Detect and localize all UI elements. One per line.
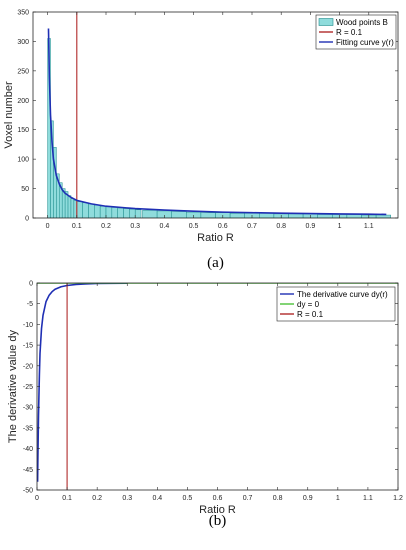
histogram-bar	[375, 214, 391, 218]
panel-a: 0 0.1 0.2 0.3 0.4 0.5 0.6 0.7 0.8 0.9 1 1.1 0 50 100 15…	[3, 10, 399, 271]
legend-box	[276, 286, 396, 322]
x-tick-label: 0.1	[62, 495, 72, 502]
x-axis-label-b: Ratio R	[199, 504, 236, 516]
histogram-bar	[229, 213, 245, 218]
histogram-bar	[171, 211, 187, 218]
legend-entry-label: R = 0.1	[297, 310, 324, 319]
x-tick-label: 0.8	[273, 495, 283, 502]
x-tick-label: 0.4	[152, 495, 162, 502]
x-tick-label: 0.4	[160, 223, 170, 230]
histogram-bar	[94, 204, 101, 218]
legend-b: The derivative curve dy(r)dy = 0R = 0.1	[276, 286, 396, 322]
y-tick-label: -45	[23, 467, 33, 474]
y-tick-label: 200	[17, 98, 29, 105]
histogram-bar	[82, 202, 89, 218]
legend-swatch-histogram	[318, 18, 334, 26]
legend-entry-label: dy = 0	[297, 300, 320, 309]
legend-entry-label: R = 0.1	[336, 28, 363, 37]
y-tick-label: 150	[17, 127, 29, 134]
histogram-bar	[129, 208, 136, 218]
y-tick-label: -20	[23, 363, 33, 370]
x-tick-label: 0.9	[306, 223, 316, 230]
x-tick-label: 1.1	[363, 495, 373, 502]
histogram-bar	[346, 214, 362, 218]
x-tick-label: 1	[336, 495, 340, 502]
x-tick-label: 0.7	[243, 495, 253, 502]
histogram-bar	[70, 198, 75, 218]
legend-entry-label: The derivative curve dy(r)	[297, 290, 388, 299]
histogram-bar	[67, 195, 72, 218]
x-tick-label: 0.7	[247, 223, 257, 230]
histogram-bar	[99, 205, 107, 218]
x-tick-label: 1.2	[393, 495, 403, 502]
panel-caption-a: (a)	[207, 255, 224, 271]
histogram-bar	[111, 207, 118, 218]
legend-entry-label: Fitting curve y(r)	[336, 38, 394, 47]
x-tick-label: 0.5	[183, 495, 193, 502]
panel-b: 0 0.1 0.2 0.3 0.4 0.5 0.6 0.7 0.8 0.9 1 1.1 1.2-50-4…	[7, 281, 403, 530]
x-tick-label: 0.9	[303, 495, 313, 502]
histogram-bar	[317, 214, 333, 218]
y-axis-label-b: The derivative value dy	[7, 329, 19, 443]
histogram-bar	[259, 213, 275, 218]
x-tick-label: 0	[46, 223, 50, 230]
x-tick-label: 0	[35, 495, 39, 502]
y-tick-label: -10	[23, 322, 33, 329]
x-axis-label-a: Ratio R	[197, 232, 234, 244]
panel-caption-b: (b)	[209, 513, 227, 529]
x-tick-label: 0.2	[101, 223, 111, 230]
y-tick-label: -15	[23, 343, 33, 350]
axes-a: 0 0.1 0.2 0.3 0.4 0.5 0.6 0.7 0.8 0.9 1 1.1 0 50 100 15…	[17, 10, 399, 230]
x-tick-label: 1	[338, 223, 342, 230]
y-tick-label: 50	[21, 186, 29, 193]
x-tick-label: 0.6	[213, 495, 223, 502]
histogram-bar	[200, 212, 216, 218]
y-tick-label: 100	[17, 157, 29, 164]
histogram-bar	[105, 206, 113, 218]
x-tick-label: 0.3	[122, 495, 132, 502]
derivative-curve-line	[37, 283, 128, 482]
x-tick-label: 0.6	[218, 223, 228, 230]
histogram-bar	[288, 213, 304, 218]
histogram-bar	[123, 208, 130, 218]
axes-b: 0 0.1 0.2 0.3 0.4 0.5 0.6 0.7 0.8 0.9 1 1.1 1.2-50-4…	[23, 281, 403, 503]
y-tick-label: 300	[17, 39, 29, 46]
x-tick-label: 0.2	[92, 495, 102, 502]
y-tick-label: -5	[27, 301, 33, 308]
histogram-bar	[88, 203, 95, 218]
y-tick-label: -25	[23, 384, 33, 391]
histogram-bar	[117, 207, 124, 218]
marks-b	[37, 283, 398, 490]
y-tick-label: -40	[23, 446, 33, 453]
y-tick-label: -30	[23, 405, 33, 412]
histogram-bar	[134, 209, 142, 218]
y-tick-label: -50	[23, 488, 33, 495]
x-tick-label: 0.3	[130, 223, 140, 230]
x-tick-label: 1.1	[364, 223, 374, 230]
y-tick-label: 0	[29, 281, 33, 288]
fitting-curve-line	[47, 28, 387, 216]
axes-box	[32, 11, 399, 219]
x-tick-label: 0.8	[276, 223, 286, 230]
y-axis-label-a: Voxel number	[3, 81, 15, 149]
histogram-bar	[76, 201, 83, 218]
x-tick-label: 0.1	[72, 223, 82, 230]
y-tick-label: 250	[17, 68, 29, 75]
x-tick-label: 0.5	[189, 223, 199, 230]
histogram-bar	[142, 210, 158, 218]
y-tick-label: 350	[17, 10, 29, 17]
y-tick-label: 0	[25, 216, 29, 223]
y-tick-label: -35	[23, 425, 33, 432]
legend-entry-label: Wood points B	[336, 18, 388, 27]
